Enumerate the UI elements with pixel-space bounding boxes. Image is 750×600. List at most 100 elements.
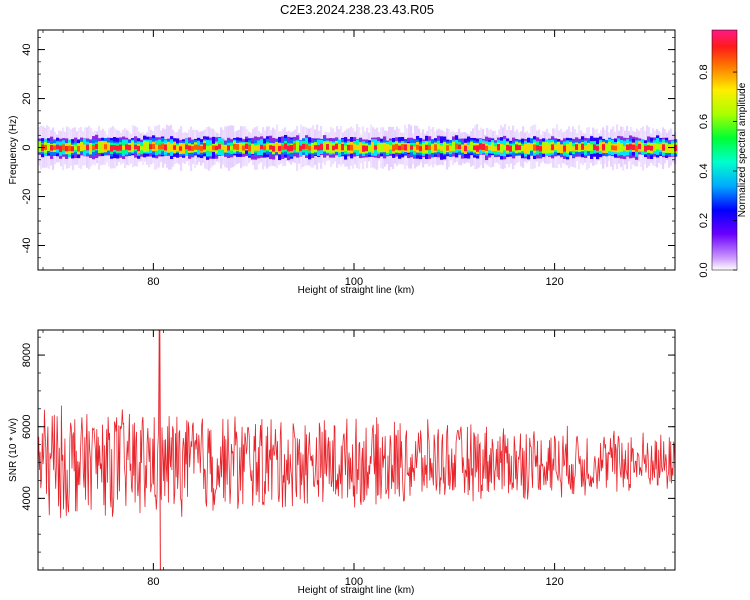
figure-title: C2E3.2024.238.23.43.R05 <box>280 2 434 17</box>
spectrogram-cell <box>572 146 576 151</box>
spectrogram-cell <box>203 143 207 150</box>
spectrogram-cell <box>278 145 282 152</box>
spectrogram-cell <box>518 145 522 151</box>
spectrogram-y-tick-label: -40 <box>21 238 33 254</box>
spectrogram-cell <box>458 144 462 150</box>
spectrogram-cell <box>224 145 228 152</box>
spectrogram-cell <box>617 143 621 151</box>
spectrogram-cell <box>554 144 558 151</box>
spectrogram-cell <box>338 145 342 152</box>
spectrogram-cell <box>260 144 264 150</box>
spectrogram-cell <box>86 144 90 151</box>
spectrogram-cell <box>362 145 366 152</box>
spectrogram-cell <box>629 144 633 150</box>
spectrogram-cell <box>638 143 642 149</box>
spectrogram-cell <box>128 144 132 151</box>
spectrogram-cell <box>302 143 306 150</box>
snr-frame <box>37 329 676 571</box>
snr-x-tick-label: 120 <box>545 576 563 588</box>
spectrogram-cell <box>497 144 501 151</box>
snr-y-ticks: 4000 6000 8000 <box>21 336 675 571</box>
spectrogram-cell <box>179 146 183 151</box>
spectrogram-cell <box>167 144 171 150</box>
spectrogram-cell <box>173 145 177 150</box>
spectrogram-cell <box>635 145 639 152</box>
spectrogram-cell <box>371 144 375 151</box>
spectrogram-cell <box>494 146 498 152</box>
spectrogram-cell <box>356 144 360 151</box>
spectrogram-cell <box>200 145 204 152</box>
spectrogram-cell <box>71 146 75 152</box>
spectrogram-cell <box>671 145 675 152</box>
spectrogram-cell <box>311 145 315 151</box>
spectrogram-cell <box>509 145 513 152</box>
spectrogram-cell <box>443 144 447 151</box>
spectrogram-cell <box>611 145 615 151</box>
spectrogram-cell <box>308 146 312 151</box>
spectrogram-cell <box>512 144 516 151</box>
spectrogram-cell <box>425 144 429 151</box>
spectrogram-cell <box>320 143 324 151</box>
spectrogram-cell <box>284 143 288 150</box>
spectrogram-cell <box>587 143 591 151</box>
spectrogram-cell <box>437 143 441 150</box>
spectrogram-cell <box>470 144 474 149</box>
snr-y-tick-label: 8000 <box>21 343 33 367</box>
spectrogram-cell <box>560 146 564 152</box>
spectrogram-cell <box>197 145 201 150</box>
spectrogram-y-tick-label: 40 <box>21 43 33 55</box>
colorbar-gradient <box>711 29 738 271</box>
spectrogram-cell <box>242 145 246 151</box>
spectrogram-cell <box>515 144 519 151</box>
spectrogram-cell <box>359 144 363 152</box>
spectrogram-cell <box>206 145 210 151</box>
snr-y-tick-label: 4000 <box>21 486 33 510</box>
spectrogram-cell <box>131 144 135 150</box>
spectrogram-cell <box>653 144 657 151</box>
spectrogram-cell <box>407 145 411 151</box>
spectrogram-cell <box>326 144 330 150</box>
colorbar: 0.0 0.2 0.4 0.6 0.8 Normalized spectral ampl… <box>698 29 748 278</box>
spectrogram-cell <box>410 145 414 150</box>
spectrogram-cell <box>113 145 117 150</box>
spectrogram-cell <box>305 144 309 149</box>
snr-line-layer <box>37 329 676 571</box>
spectrogram-cell <box>92 145 96 151</box>
spectrogram-cell <box>524 145 528 153</box>
spectrogram-cell <box>656 143 660 150</box>
spectrogram-cell <box>158 144 162 150</box>
spectrogram-cell <box>374 145 378 150</box>
spectrogram-cell <box>506 144 510 151</box>
spectrogram-x-ticks: 80 100 120 <box>42 30 666 288</box>
spectrogram-cell <box>332 145 336 151</box>
spectrogram-cell <box>269 145 273 150</box>
spectrogram-cell <box>227 145 231 151</box>
spectrogram-cell <box>386 145 390 151</box>
spectrogram-band <box>38 124 678 171</box>
spectrogram-cell <box>257 144 261 151</box>
spectrogram-cell <box>647 145 651 151</box>
spectrogram-cell <box>119 144 123 151</box>
spectrogram-cell <box>56 144 60 150</box>
spectrogram-cell <box>62 144 66 151</box>
snr-x-tick-label: 100 <box>345 576 363 588</box>
spectrogram-cell <box>215 145 219 151</box>
spectrogram-x-tick-label: 120 <box>545 276 563 288</box>
spectrogram-cell <box>293 143 297 150</box>
spectrogram-cell <box>212 145 216 151</box>
spectrogram-cell <box>641 144 645 151</box>
spectrogram-cell <box>365 145 369 152</box>
spectrogram-x-axis-title: Height of straight line (km) <box>298 285 415 296</box>
spectrogram-cell <box>563 145 567 152</box>
spectrogram-frame <box>37 29 676 271</box>
spectrogram-cell <box>431 145 435 151</box>
spectrogram-cell <box>221 144 225 150</box>
spectrogram-y-axis-title: Frequency (Hz) <box>8 116 19 185</box>
spectrogram-cell <box>428 144 432 151</box>
spectrogram-cell <box>395 143 399 150</box>
spectrogram-cell <box>596 146 600 151</box>
spectrogram-cell <box>272 145 276 152</box>
spectrogram-cell <box>218 144 222 149</box>
spectrogram-cell <box>140 145 144 151</box>
